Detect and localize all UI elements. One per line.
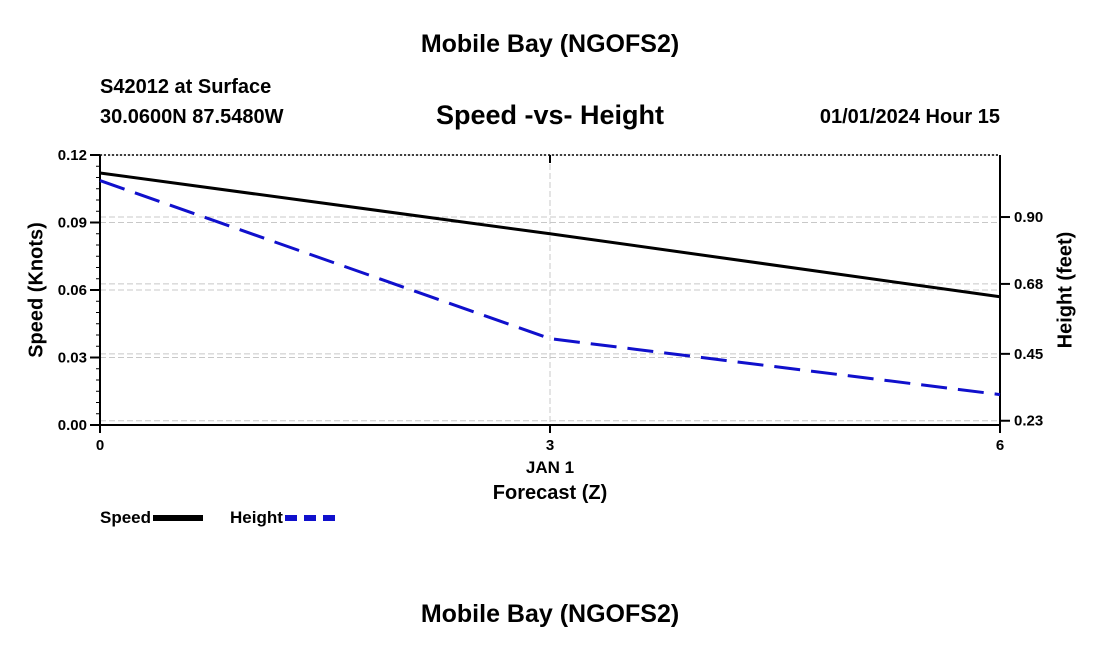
y2-tick-label-2: 0.68 — [1014, 276, 1043, 293]
legend-speed-label: Speed — [100, 508, 152, 527]
coordinates-label: 30.0600N 87.5480W — [100, 106, 284, 128]
y2-tick-label-3: 0.90 — [1014, 209, 1043, 226]
y-tick-label-1: 0.03 — [58, 350, 87, 367]
main-title: Mobile Bay (NGOFS2) — [420, 30, 680, 58]
y-axis-right-label: Height (feet) — [1054, 231, 1077, 349]
x-tick-label-1: 3 — [546, 437, 554, 454]
x-axis-label: Forecast (Z) — [492, 482, 608, 504]
legend-speed: Speed — [100, 508, 204, 528]
footer-title: Mobile Bay (NGOFS2) — [420, 600, 680, 628]
y-tick-label-3: 0.09 — [58, 215, 87, 232]
y2-tick-label-1: 0.45 — [1014, 346, 1043, 363]
y-tick-label-4: 0.12 — [58, 147, 87, 164]
y-tick-label-2: 0.06 — [58, 282, 87, 299]
legend-height-label: Height — [230, 508, 283, 527]
series-line-height — [99, 179, 1001, 397]
legend-height: Height — [230, 508, 335, 528]
y-axis-left-label: Speed (Knots) — [25, 222, 48, 358]
datetime-label: 01/01/2024 Hour 15 — [819, 106, 1000, 128]
x-tick-label-0: 0 — [96, 437, 104, 454]
y2-tick-label-0: 0.23 — [1014, 413, 1043, 430]
x-tick-label-2: 6 — [996, 437, 1004, 454]
y-tick-label-0: 0.00 — [58, 417, 87, 434]
legend-height-swatch — [284, 515, 335, 521]
series-line-speed — [99, 171, 1001, 299]
chart-subtitle: Speed -vs- Height — [435, 100, 665, 130]
legend-speed-swatch — [153, 515, 204, 521]
x-axis-date-label: JAN 1 — [525, 458, 575, 477]
station-label: S42012 at Surface — [100, 76, 272, 98]
